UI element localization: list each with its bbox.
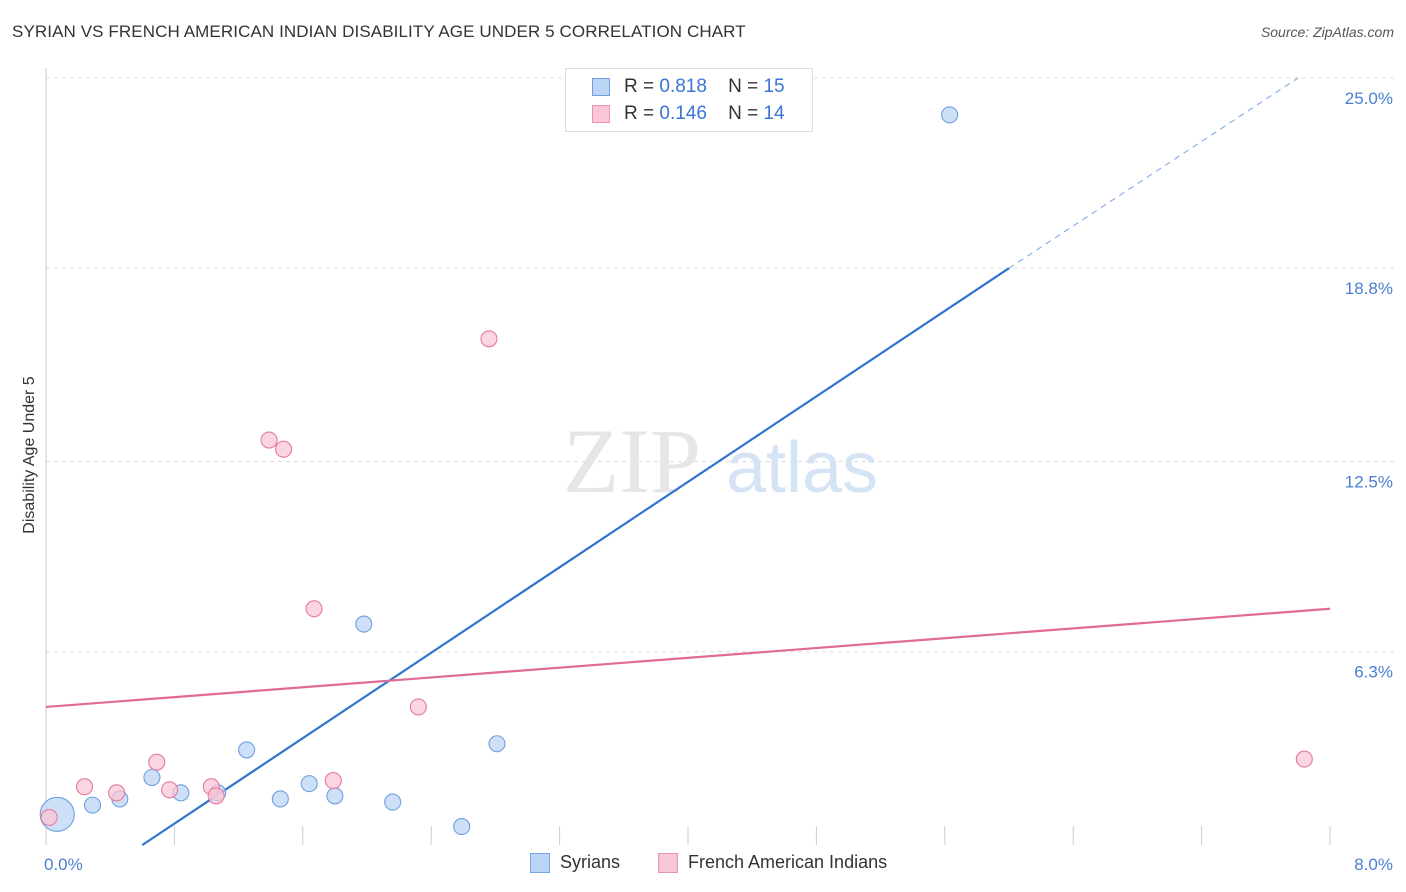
point-syrians	[271, 790, 289, 808]
point-french-american-indians	[409, 698, 427, 716]
point-french-american-indians	[324, 772, 342, 790]
point-syrians	[326, 787, 344, 805]
point-french-american-indians	[274, 440, 293, 458]
legend-item-syrians[interactable]: Syrians	[530, 852, 620, 873]
y-tick-label: 12.5%	[1345, 473, 1393, 492]
legend-label-syrians: Syrians	[560, 852, 621, 872]
correlation-legend: R = 0.818 N = 15 R = 0.146 N = 14	[565, 68, 813, 132]
series-legend: Syrians French American Indians	[0, 852, 1406, 878]
point-french-american-indians	[148, 753, 166, 771]
point-syrians	[238, 741, 256, 759]
point-syrians	[300, 775, 318, 793]
point-french-american-indians	[108, 784, 126, 802]
legend-swatch-french-american-indians	[592, 105, 610, 123]
legend-item-french-american-indians[interactable]: French American Indians	[658, 852, 887, 873]
chart-title: SYRIAN VS FRENCH AMERICAN INDIAN DISABIL…	[12, 22, 746, 41]
watermark-zip: ZIP	[563, 410, 701, 512]
n-label: N =	[728, 76, 759, 97]
point-syrians	[941, 106, 959, 124]
legend-swatch-syrians	[530, 852, 550, 873]
r-label: R =	[624, 76, 655, 97]
y-tick-label: 6.3%	[1354, 663, 1393, 682]
point-syrians	[143, 768, 161, 787]
legend-swatch-syrians	[592, 78, 610, 96]
y-tick-label: 18.8%	[1345, 279, 1393, 298]
legend-row-syrians: R = 0.818 N = 15	[566, 74, 785, 100]
r-value: 0.818	[659, 76, 707, 97]
point-syrians	[488, 735, 506, 753]
point-french-american-indians	[75, 778, 94, 796]
r-value: 0.146	[659, 103, 707, 124]
trend-line-french-american-indians	[45, 607, 1331, 709]
trend-lines	[45, 77, 1331, 846]
point-french-american-indians	[40, 808, 58, 826]
watermark-atlas: atlas	[726, 428, 878, 508]
point-french-american-indians	[260, 431, 278, 449]
legend-swatch-french-american-indians	[658, 852, 678, 873]
legend-row-french-american-indians: R = 0.146 N = 14	[566, 101, 785, 127]
point-syrians	[384, 793, 402, 811]
point-syrians	[83, 796, 102, 814]
point-french-american-indians	[305, 600, 323, 618]
n-value: 15	[763, 76, 785, 97]
trend-line-syrians-extrapolated	[1008, 77, 1299, 269]
axes: 6.3% 12.5% 18.8% 25.0% 0.0% 8.0%	[44, 68, 1393, 874]
n-label: N =	[728, 103, 759, 124]
y-tick-label: 25.0%	[1345, 89, 1393, 108]
x-tick-label: 8.0%	[1354, 855, 1393, 874]
grid	[46, 77, 1394, 653]
point-french-american-indians	[1295, 750, 1313, 768]
data-points	[39, 106, 1313, 836]
y-axis-label: Disability Age Under 5	[21, 376, 38, 534]
trend-line-syrians	[141, 267, 1010, 846]
source-label: Source: ZipAtlas.com	[1260, 24, 1394, 40]
point-french-american-indians	[161, 781, 179, 799]
x-tick-label: 0.0%	[44, 855, 83, 874]
n-value: 14	[763, 103, 785, 124]
point-syrians	[355, 615, 373, 633]
watermark: ZIP atlas	[563, 410, 878, 512]
point-french-american-indians	[480, 330, 498, 348]
point-french-american-indians	[207, 787, 225, 805]
r-label: R =	[624, 103, 655, 124]
legend-label-french-american-indians: French American Indians	[688, 852, 888, 872]
point-syrians	[453, 818, 471, 836]
